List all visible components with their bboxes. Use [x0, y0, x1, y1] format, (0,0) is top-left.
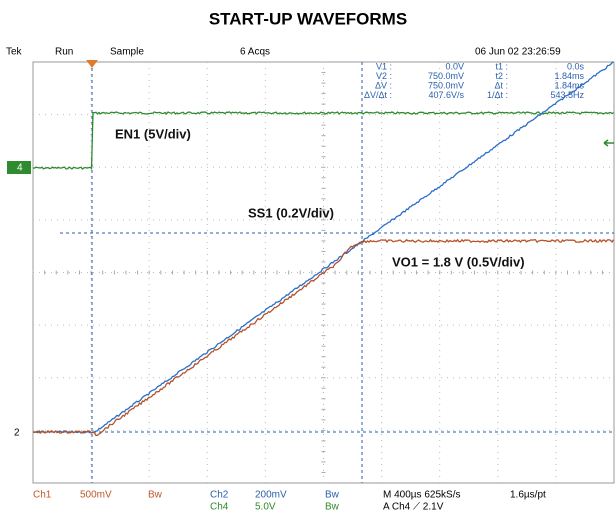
cursor-value: 0.0V [445, 61, 464, 71]
status-datetime: 06 Jun 02 23:26:59 [475, 47, 561, 58]
cursor-value: 407.6V/s [428, 90, 464, 100]
cursor-label: t2 : [495, 71, 508, 81]
footer-timebase: M 400µs 625kS/s [383, 490, 460, 501]
cursor-value: 0.0s [567, 61, 585, 71]
ss1-label: SS1 (0.2V/div) [248, 205, 334, 220]
status-acquisitions: 6 Acqs [240, 47, 270, 58]
footer-ch1-scale: 500mV [80, 490, 112, 501]
cursor-value: 1.84ms [554, 71, 584, 81]
cursor-label: ΔV : [375, 80, 392, 90]
footer-ch2-scale: 200mV [255, 490, 287, 501]
footer-ch4-bw: Bw [325, 502, 340, 513]
trigger-level-marker [603, 139, 614, 147]
cursor-value: 750.0mV [428, 71, 464, 81]
title: START-UP WAVEFORMS [209, 9, 407, 28]
ch2-marker-label: 2 [14, 428, 20, 439]
vo1-trace [32, 238, 615, 437]
cursor-label: V1 : [376, 61, 392, 71]
cursor-label: V2 : [376, 71, 392, 81]
graticule [32, 61, 615, 484]
vo1-label: VO1 = 1.8 V (0.5V/div) [392, 254, 525, 269]
ch4-marker [7, 161, 31, 174]
en1-label: EN1 (5V/div) [115, 126, 191, 141]
ss1-trace [32, 61, 614, 434]
ch4-marker-label: 4 [17, 163, 23, 174]
footer-ch1-bw: Bw [148, 490, 163, 501]
cursor-value: 543.5Hz [550, 90, 584, 100]
cursor-label: Δt : [494, 80, 508, 90]
status-brand: Tek [6, 47, 23, 58]
footer-ch2-bw: Bw [325, 490, 340, 501]
cursor-readouts: V1 : 0.0V V2 : 750.0mV ΔV : 750.0mV ΔV/Δt : 407… [364, 61, 585, 100]
footer-ch4-scale: 5.0V [255, 502, 276, 513]
en1-trace [32, 111, 614, 170]
footer-ch4: Ch4 [210, 502, 229, 513]
waveforms [32, 61, 615, 483]
footer-ch2: Ch2 [210, 490, 229, 501]
cursor-label: 1/Δt : [487, 90, 508, 100]
cursor-value: 1.84ms [554, 80, 584, 90]
status-mode: Run [55, 47, 73, 58]
cursor-label: t1 : [495, 61, 508, 71]
status-acquisition: Sample [110, 47, 144, 58]
cursor-label: ΔV/Δt : [364, 90, 392, 100]
cursor-value: 750.0mV [428, 80, 464, 90]
footer-resolution: 1.6µs/pt [510, 490, 546, 501]
footer-ch1: Ch1 [33, 490, 52, 501]
footer-trigger: A Ch4 ⟋ 2.1V [383, 502, 444, 513]
trigger-position-marker [86, 60, 98, 68]
